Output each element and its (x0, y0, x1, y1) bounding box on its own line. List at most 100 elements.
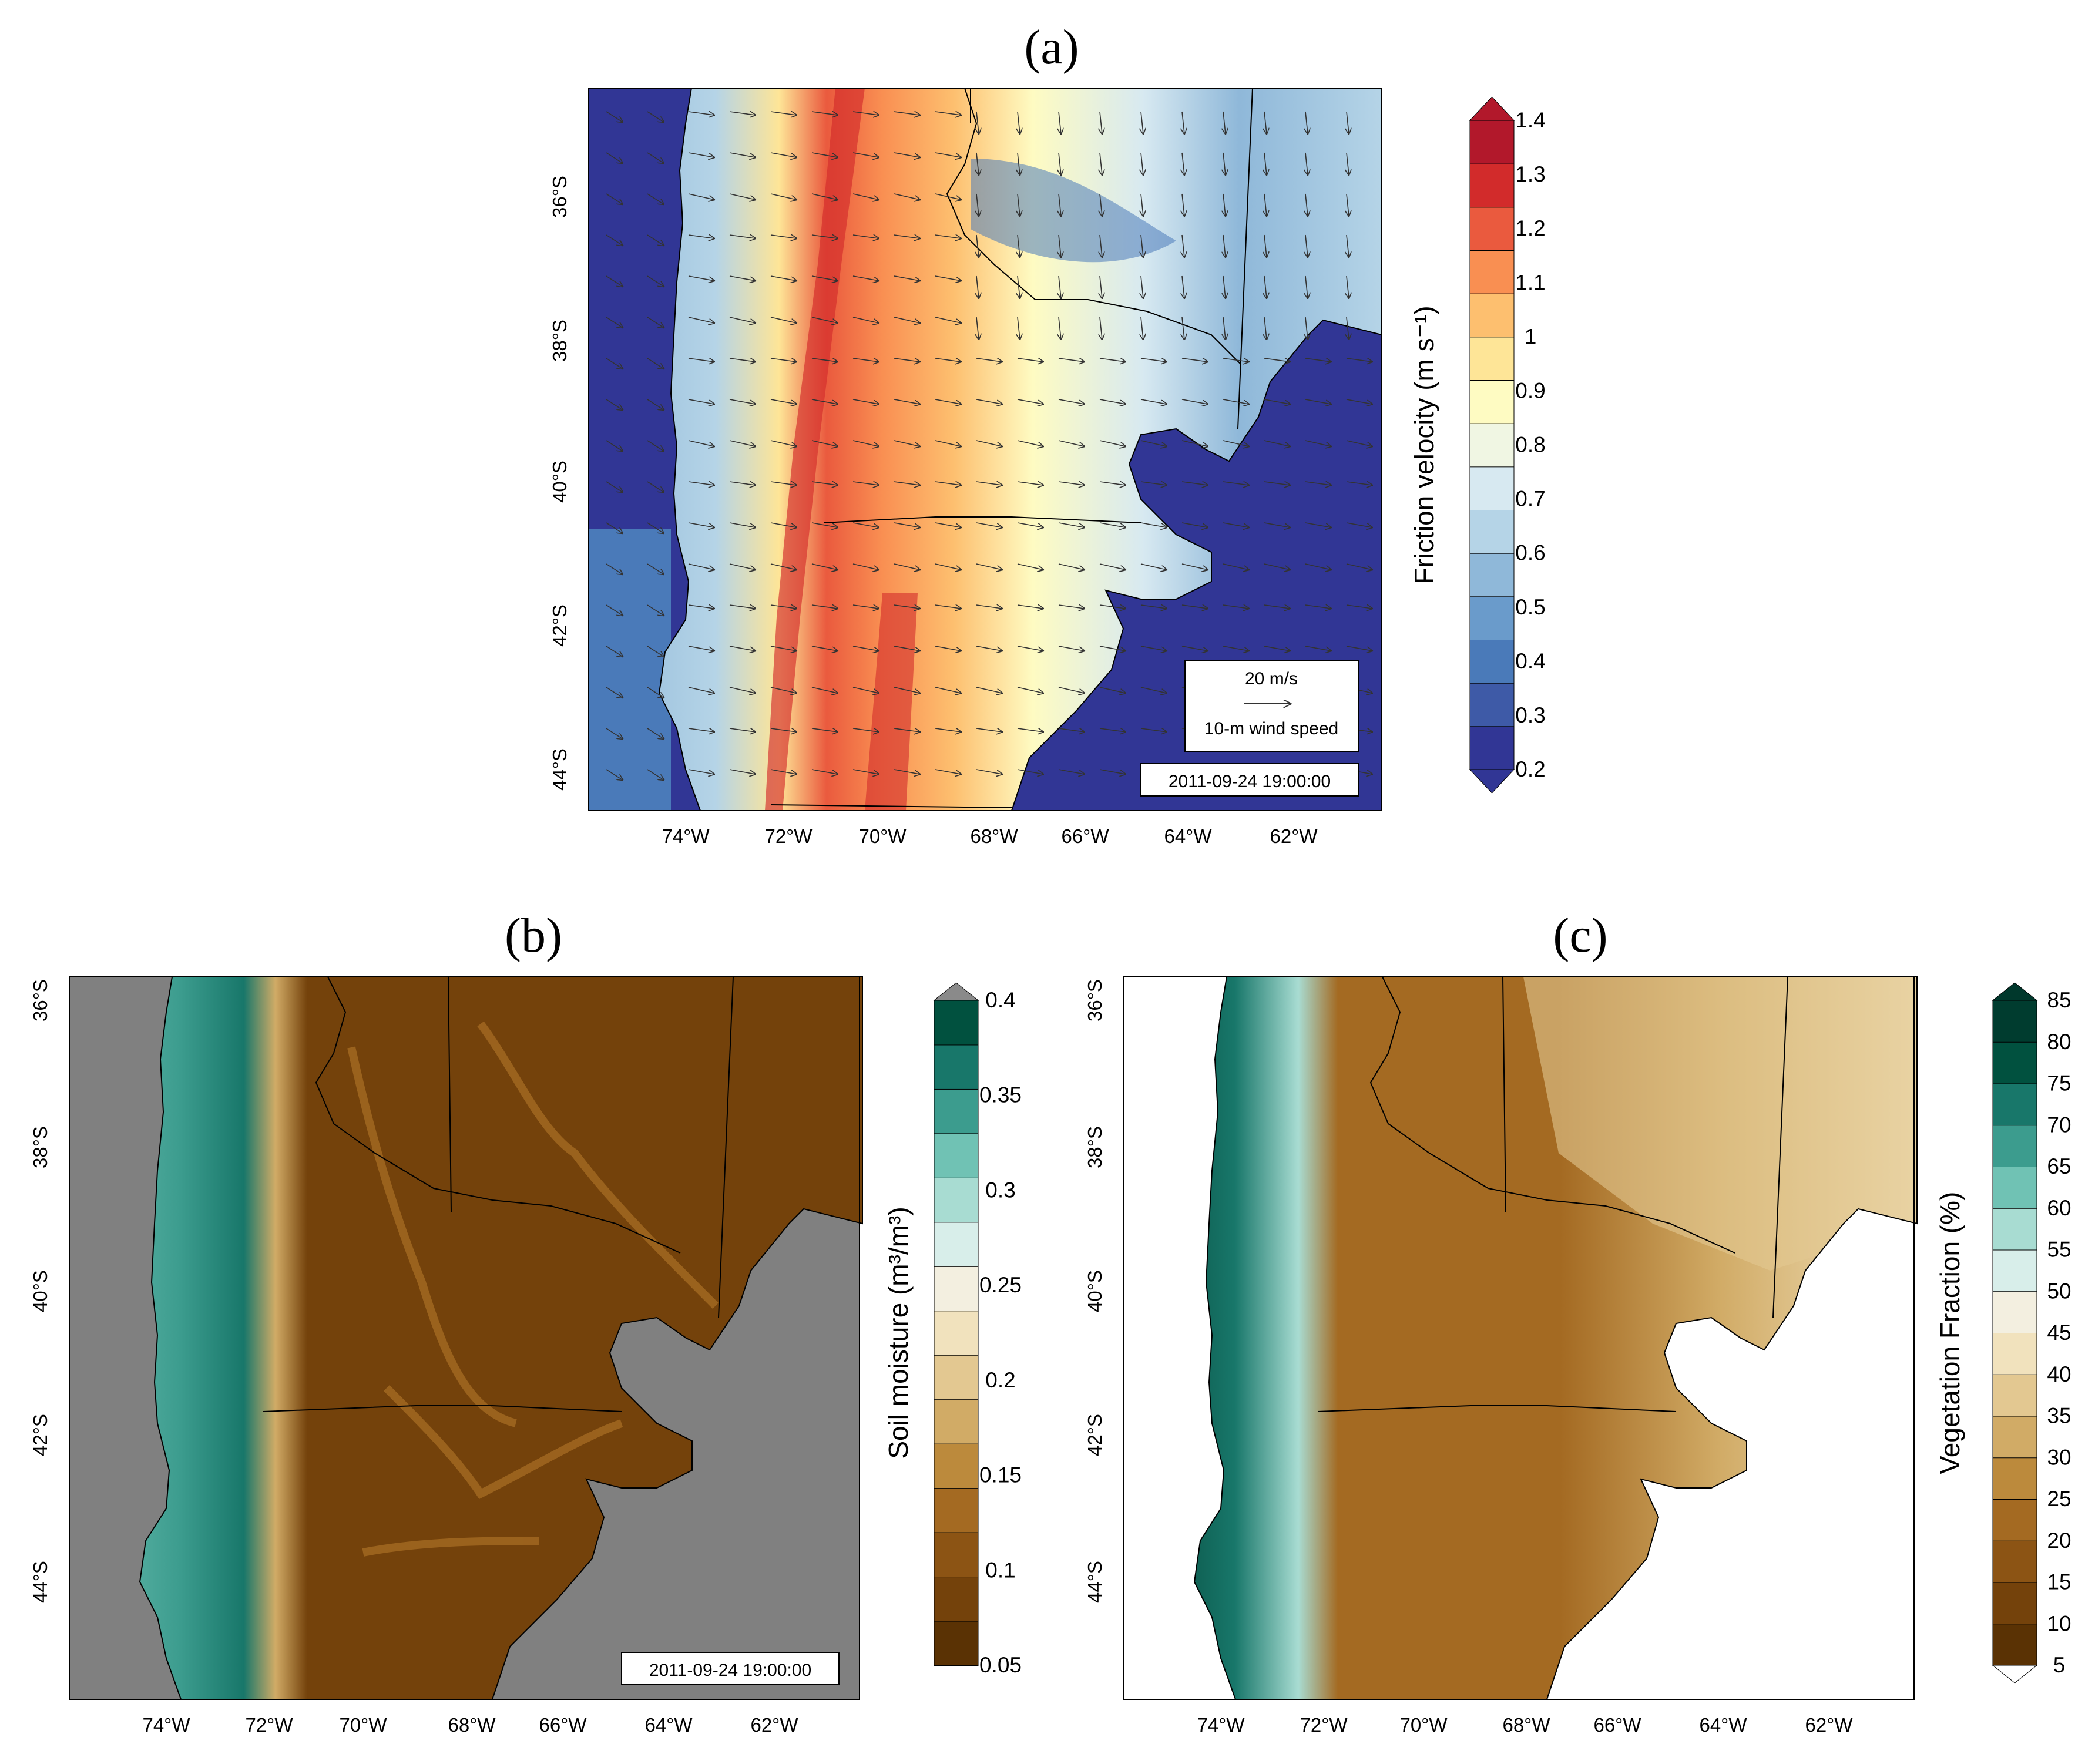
wind-arrow (852, 522, 879, 527)
colorbar-tick-label: 80 (2047, 1030, 2071, 1054)
colorbar-segment (934, 1487, 979, 1533)
wind-arrow (606, 152, 623, 163)
wind-arrow (976, 193, 979, 216)
wind-arrow (894, 193, 920, 200)
province-borders (770, 88, 1253, 808)
panel-a-map: 20 m/s 10-m wind speed 2011-09-24 19:00:… (588, 88, 1382, 811)
colorbar-tick-label: 0.7 (1515, 487, 1545, 511)
wind-arrow (1140, 728, 1167, 732)
wind-arrow (647, 234, 664, 246)
colorbar-segment (1992, 1041, 2037, 1084)
lon-tick-label: 64°W (1164, 825, 1212, 847)
wind-arrow (1305, 646, 1331, 651)
wind-arrow (935, 112, 961, 115)
wind-arrow (1264, 482, 1290, 485)
colorbar-tick-label: 0.3 (1515, 703, 1545, 727)
wind-arrow (1017, 563, 1043, 570)
wind-arrow (1182, 317, 1184, 340)
lon-tick-label: 64°W (644, 1714, 693, 1736)
wind-arrow (647, 193, 664, 204)
wind-arrow (976, 234, 979, 257)
wind-arrow (1141, 193, 1143, 216)
wind-arrow (1059, 317, 1061, 340)
panel-c-colorbar: 85 80 75 70 65 60 55 50 45 40 35 30 25 20 15 10 5 Vegetat… (1935, 982, 2072, 1684)
colorbar-segment (934, 1399, 979, 1444)
wind-arrow (729, 563, 756, 570)
wind-arrow (811, 687, 838, 693)
wind-arrow (1347, 234, 1349, 257)
wind-arrow (606, 193, 623, 204)
wind-arrow (688, 317, 714, 323)
wind-arrow (1181, 440, 1208, 446)
wind-arrow (811, 440, 838, 446)
wind-arrow (1059, 193, 1061, 216)
colorbar-title: Vegetation Fraction (%) (1935, 1192, 1965, 1474)
colorbar-segment (1992, 1374, 2037, 1417)
wind-arrow (1264, 234, 1267, 257)
wind-arrow (688, 769, 714, 774)
panel-c-axis-labels: 36°S 38°S 40°S 42°S 44°S 74°W 72°W 70°W 68°W 66°W… (1084, 979, 1853, 1736)
wind-arrow (647, 522, 664, 533)
wind-arrow (1305, 522, 1331, 527)
wind-arrow (935, 152, 961, 157)
colorbar-segment (1469, 379, 1515, 424)
colorbar-tick-label: 1.1 (1515, 270, 1545, 294)
wind-arrow (1181, 482, 1208, 485)
wind-arrow (1058, 687, 1085, 693)
wind-arrow (976, 687, 1002, 693)
wind-arrow (1305, 440, 1331, 446)
wind-arrow (1141, 234, 1143, 257)
wind-arrow (770, 193, 797, 200)
wind-arrow (811, 563, 838, 570)
wind-arrow (606, 522, 623, 533)
colorbar-segment (1992, 1416, 2037, 1459)
wind-arrow (688, 275, 714, 281)
colorbar-title: Friction velocity (m s⁻¹) (1409, 305, 1439, 584)
colorbar-segment (1469, 683, 1515, 727)
colorbar-segment (1992, 1623, 2037, 1666)
lat-tick-label: 38°S (549, 320, 570, 362)
wind-arrow (1018, 275, 1020, 298)
wind-arrow (1140, 482, 1167, 485)
wind-arrow (1181, 646, 1208, 651)
colorbar-tick-label: 0.2 (985, 1368, 1015, 1392)
wind-arrow (647, 399, 664, 410)
wind-arrow (729, 193, 756, 200)
wind-arrow (976, 152, 979, 175)
wind-arrow (606, 604, 623, 616)
wind-arrow (811, 235, 838, 238)
colorbar-tick-label: 0.25 (979, 1273, 1022, 1297)
colorbar-segment (1469, 163, 1515, 208)
wind-arrow (1017, 728, 1043, 732)
wind-arrow (976, 482, 1002, 485)
wind-arrow (688, 687, 714, 693)
wind-arrow (770, 482, 797, 485)
wind-arrow (688, 482, 714, 485)
wind-arrow (852, 646, 879, 651)
lon-tick-label: 66°W (1061, 825, 1109, 847)
wind-arrow (1223, 440, 1249, 446)
colorbar-segment (1992, 1291, 2037, 1333)
wind-arrow (1264, 275, 1267, 298)
wind-arrow (606, 769, 623, 780)
wind-arrow (688, 399, 714, 404)
wind-arrow (1182, 111, 1184, 134)
timestamp-box: 2011-09-24 19:00:00 (1140, 763, 1359, 797)
wind-arrow (894, 317, 920, 323)
colorbar-tick-label: 55 (2047, 1238, 2071, 1262)
lon-tick-label: 62°W (1270, 825, 1318, 847)
wind-speed-legend: 20 m/s 10-m wind speed (1184, 660, 1359, 752)
wind-arrow (976, 399, 1002, 404)
wind-arrow (976, 317, 979, 340)
lon-tick-label: 66°W (539, 1714, 587, 1736)
wind-arrow (1223, 605, 1249, 609)
colorbar-segment (934, 1443, 979, 1489)
wind-arrow (976, 563, 1002, 570)
wind-arrow (1058, 522, 1085, 527)
wind-arrow (811, 728, 838, 732)
wind-arrow (1223, 317, 1226, 340)
wind-arrow (1182, 152, 1184, 175)
wind-arrow (1059, 275, 1061, 298)
wind-arrow (1182, 234, 1184, 257)
